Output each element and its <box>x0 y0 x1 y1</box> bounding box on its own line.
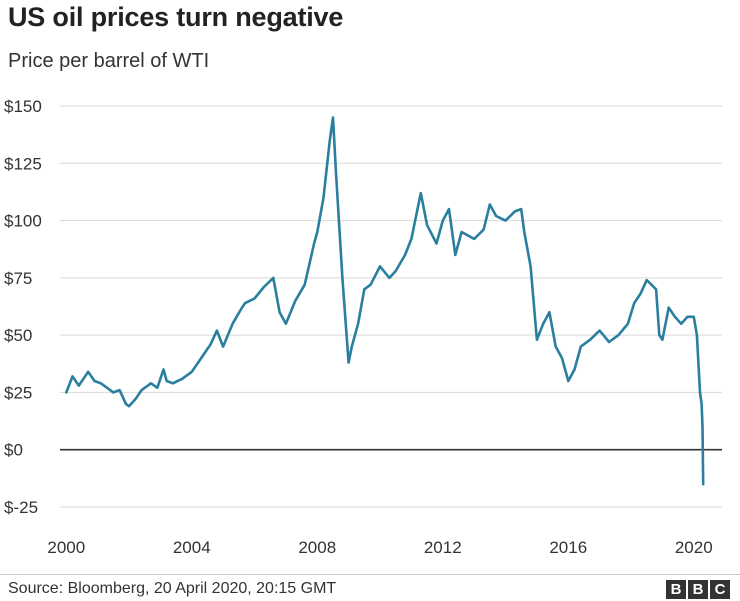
line-chart: $-25 $0 $25 $50 $75 $100 $125 $150 2000 2004 2008… <box>4 97 722 557</box>
y-axis-ticks: $-25 $0 $25 $50 $75 $100 $125 $150 <box>4 97 42 517</box>
x-tick-label-3: 2012 <box>424 538 462 557</box>
footer-divider <box>0 574 740 575</box>
x-tick-label-5: 2020 <box>675 538 713 557</box>
y-tick-label-0: $-25 <box>4 498 38 517</box>
x-tick-label-4: 2016 <box>549 538 587 557</box>
y-tick-label-6: $125 <box>4 154 42 173</box>
x-tick-label-1: 2004 <box>173 538 211 557</box>
source-note: Source: Bloomberg, 20 April 2020, 20:15 … <box>8 580 337 597</box>
chart-title: US oil prices turn negative <box>8 2 344 32</box>
y-tick-label-4: $75 <box>4 269 32 288</box>
y-tick-label-5: $100 <box>4 212 42 231</box>
series-layer <box>65 116 705 486</box>
grid-layer <box>60 105 722 508</box>
x-axis-ticks: 2000 2004 2008 2012 2016 2020 <box>47 538 712 557</box>
bbc-logo: B B C <box>666 580 730 599</box>
y-tick-label-7: $150 <box>4 97 42 116</box>
logo-letter-c: C <box>710 580 730 599</box>
x-tick-label-2: 2008 <box>298 538 336 557</box>
chart-subtitle: Price per barrel of WTI <box>8 50 210 72</box>
y-tick-label-3: $50 <box>4 326 32 345</box>
y-tick-label-1: $0 <box>4 441 23 460</box>
series-line-0 <box>65 116 705 486</box>
x-tick-label-0: 2000 <box>47 538 85 557</box>
y-tick-label-2: $25 <box>4 383 32 402</box>
logo-letter-b2: B <box>688 580 708 599</box>
logo-letter-b1: B <box>666 580 686 599</box>
